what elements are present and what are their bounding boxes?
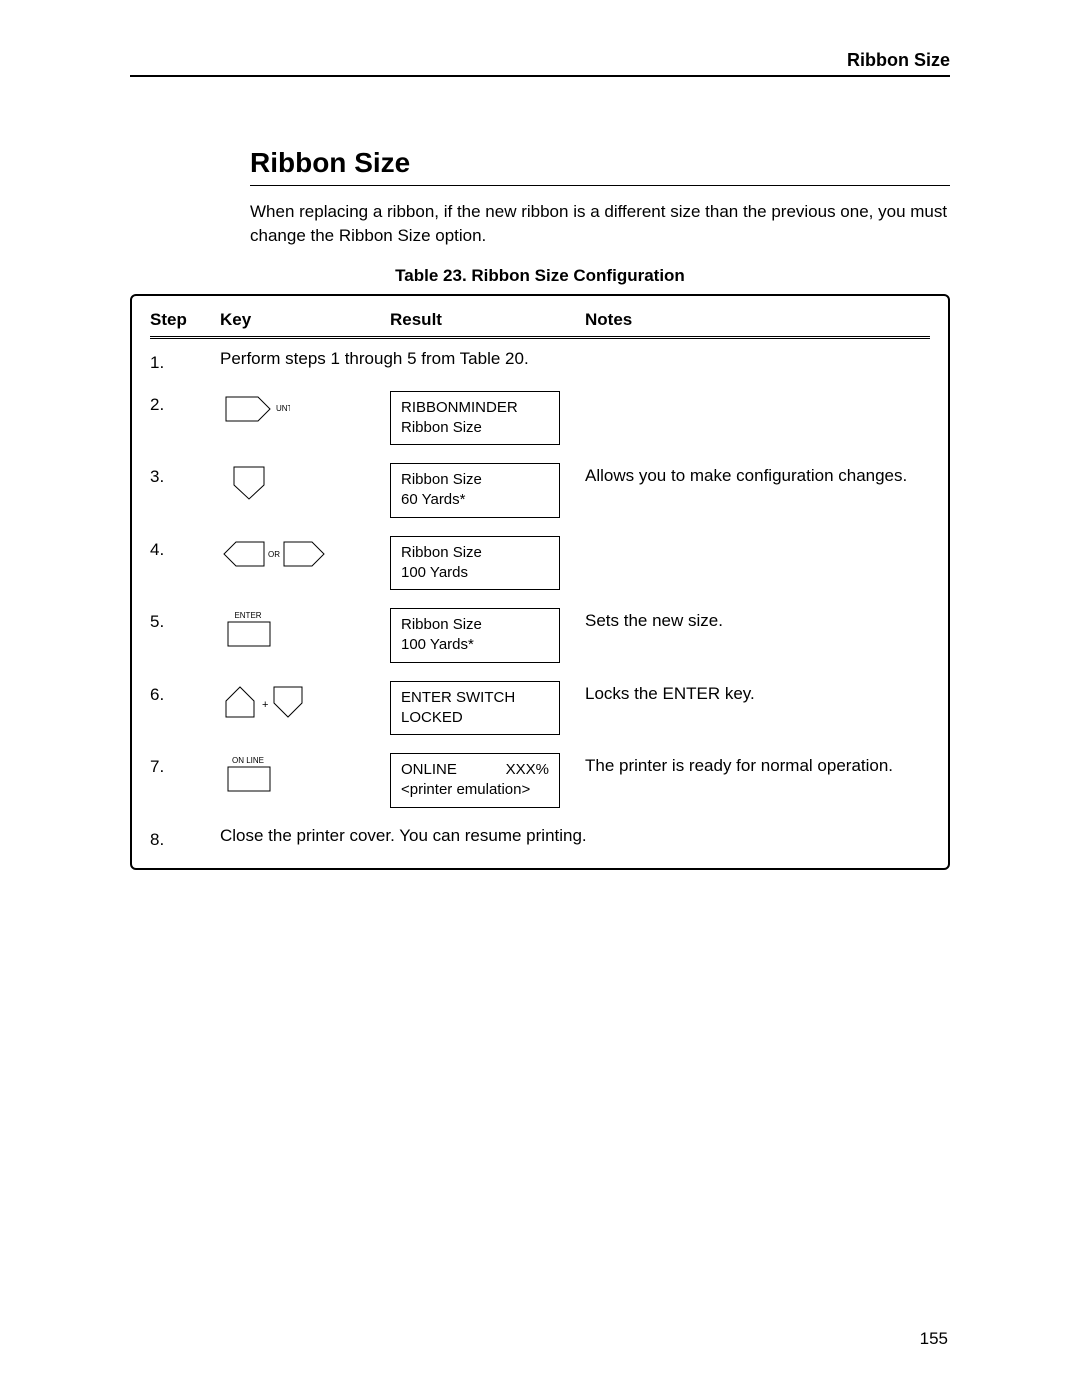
table-row: 1. Perform steps 1 through 5 from Table … bbox=[150, 349, 930, 373]
result-cell: Ribbon Size 100 Yards* bbox=[390, 608, 585, 663]
down-arrow-key-icon bbox=[220, 463, 280, 503]
result-box: Ribbon Size 100 Yards* bbox=[390, 608, 560, 663]
key-cell: UNTIL bbox=[220, 391, 390, 427]
left-or-right-key-icon: OR bbox=[220, 536, 330, 572]
notes-cell bbox=[585, 536, 930, 538]
step-number: 4. bbox=[150, 536, 220, 560]
result-line1a: ONLINE bbox=[401, 760, 457, 780]
section-title: Ribbon Size bbox=[250, 147, 950, 186]
result-line2: Ribbon Size bbox=[401, 418, 549, 438]
table-header-row: Step Key Result Notes bbox=[150, 310, 930, 339]
step-number: 2. bbox=[150, 391, 220, 415]
result-line1: Ribbon Size bbox=[401, 543, 549, 563]
result-box: ONLINE XXX% <printer emulation> bbox=[390, 753, 560, 808]
result-line1: Ribbon Size bbox=[401, 470, 549, 490]
result-line2: 100 Yards* bbox=[401, 635, 549, 655]
notes-cell bbox=[585, 391, 930, 393]
table-row: 2. UNTIL RIBBONMINDER Ribbon Size bbox=[150, 391, 930, 446]
result-cell: ENTER SWITCH LOCKED bbox=[390, 681, 585, 736]
result-line2: 100 Yards bbox=[401, 563, 549, 583]
notes-cell: Locks the ENTER key. bbox=[585, 681, 930, 706]
content: Ribbon Size When replacing a ribbon, if … bbox=[250, 147, 950, 248]
notes-cell: Sets the new size. bbox=[585, 608, 930, 633]
running-title: Ribbon Size bbox=[847, 50, 950, 70]
right-arrow-key-icon: UNTIL bbox=[220, 391, 290, 427]
row-span-text: Perform steps 1 through 5 from Table 20. bbox=[220, 349, 529, 369]
col-header-notes: Notes bbox=[585, 310, 930, 330]
step-number: 8. bbox=[150, 826, 220, 850]
result-line2: <printer emulation> bbox=[401, 780, 549, 800]
result-line1: RIBBONMINDER bbox=[401, 398, 549, 418]
result-box: ENTER SWITCH LOCKED bbox=[390, 681, 560, 736]
col-header-step: Step bbox=[150, 310, 220, 330]
key-label: UNTIL bbox=[276, 404, 290, 413]
result-cell: ONLINE XXX% <printer emulation> bbox=[390, 753, 585, 808]
key-label: + bbox=[262, 699, 268, 711]
result-line1: ENTER SWITCH bbox=[401, 688, 549, 708]
row-span-text: Close the printer cover. You can resume … bbox=[220, 826, 587, 846]
result-line2: 60 Yards* bbox=[401, 490, 549, 510]
online-key-icon: ON LINE bbox=[220, 753, 290, 795]
key-cell: + bbox=[220, 681, 390, 721]
key-label: ENTER bbox=[234, 611, 261, 620]
table-row: 6. + ENTER SWITCH LOCKED Locks the ENTER… bbox=[150, 681, 930, 736]
table-row: 4. OR Ribbon Size 100 Yards bbox=[150, 536, 930, 591]
step-number: 7. bbox=[150, 753, 220, 777]
enter-key-icon: ENTER bbox=[220, 608, 290, 650]
step-number: 6. bbox=[150, 681, 220, 705]
result-line2: LOCKED bbox=[401, 708, 549, 728]
table-row: 7. ON LINE ONLINE XXX% <printer emulatio… bbox=[150, 753, 930, 808]
table-caption: Table 23. Ribbon Size Configuration bbox=[130, 266, 950, 286]
table-row: 5. ENTER Ribbon Size 100 Yards* Sets the… bbox=[150, 608, 930, 663]
running-header: Ribbon Size bbox=[130, 50, 950, 77]
step-number: 1. bbox=[150, 349, 220, 373]
result-line1: Ribbon Size bbox=[401, 615, 549, 635]
col-header-key: Key bbox=[220, 310, 390, 330]
page: Ribbon Size Ribbon Size When replacing a… bbox=[0, 0, 1080, 870]
page-number: 155 bbox=[920, 1329, 948, 1349]
step-number: 5. bbox=[150, 608, 220, 632]
result-cell: Ribbon Size 100 Yards bbox=[390, 536, 585, 591]
col-header-result: Result bbox=[390, 310, 585, 330]
result-cell: RIBBONMINDER Ribbon Size bbox=[390, 391, 585, 446]
up-plus-down-key-icon: + bbox=[220, 681, 330, 721]
key-cell: OR bbox=[220, 536, 390, 572]
result-box: RIBBONMINDER Ribbon Size bbox=[390, 391, 560, 446]
result-cell: Ribbon Size 60 Yards* bbox=[390, 463, 585, 518]
notes-cell: The printer is ready for normal operatio… bbox=[585, 753, 930, 778]
result-line1b: XXX% bbox=[506, 760, 549, 780]
key-cell: ON LINE bbox=[220, 753, 390, 795]
config-table: Step Key Result Notes 1. Perform steps 1… bbox=[130, 294, 950, 870]
result-box: Ribbon Size 60 Yards* bbox=[390, 463, 560, 518]
key-label: ON LINE bbox=[232, 756, 264, 765]
key-label: OR bbox=[268, 550, 280, 559]
intro-text: When replacing a ribbon, if the new ribb… bbox=[250, 200, 950, 248]
notes-cell: Allows you to make configuration changes… bbox=[585, 463, 930, 488]
key-cell: ENTER bbox=[220, 608, 390, 650]
table-row: 8. Close the printer cover. You can resu… bbox=[150, 826, 930, 850]
table-row: 3. Ribbon Size 60 Yards* Allows you to m… bbox=[150, 463, 930, 518]
result-box: Ribbon Size 100 Yards bbox=[390, 536, 560, 591]
step-number: 3. bbox=[150, 463, 220, 487]
key-cell bbox=[220, 463, 390, 503]
